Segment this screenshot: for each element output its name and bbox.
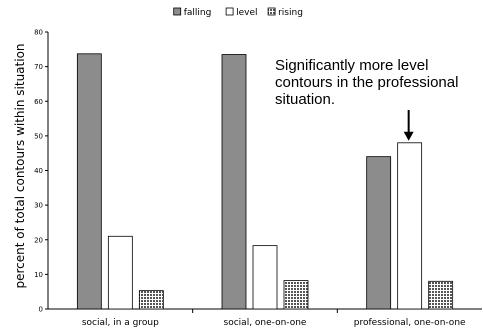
- y-tick-label: 40: [34, 167, 43, 175]
- bar-rising: [283, 280, 309, 310]
- legend-label-rising: rising: [278, 8, 303, 18]
- y-tick-label: 50: [34, 132, 43, 140]
- bar-level: [252, 245, 278, 310]
- y-tick-label: 80: [34, 29, 43, 37]
- bars: [76, 53, 454, 310]
- y-tick-label: 0: [39, 306, 43, 314]
- bar-level: [107, 235, 133, 310]
- legend-label-level: level: [236, 8, 257, 18]
- annotation-text-line: Significantly more level: [275, 57, 428, 74]
- bar-falling: [366, 156, 392, 310]
- annotation-text-line: contours in the professional: [275, 74, 458, 91]
- y-tick-label: 30: [34, 202, 43, 210]
- legend-swatch-rising: [267, 7, 276, 16]
- bar-falling: [221, 54, 247, 310]
- legend-swatch-level: [225, 7, 234, 16]
- annotation-text-line: situation.: [275, 91, 335, 108]
- bar-rising: [428, 280, 454, 310]
- y-tick-label: 20: [34, 236, 43, 244]
- x-tick-label: social, one-on-one: [224, 318, 307, 328]
- y-tick-label: 10: [34, 271, 43, 279]
- y-tick-label: 60: [34, 98, 43, 106]
- legend: falling level rising: [173, 7, 303, 18]
- legend-swatch-falling: [173, 7, 182, 16]
- y-tick-label: 70: [34, 63, 43, 71]
- x-tick-label: professional, one-on-one: [354, 318, 466, 328]
- x-tick-label: social, in a group: [82, 318, 159, 328]
- bar-falling: [76, 53, 102, 310]
- y-axis-label: percent of total contours within situati…: [13, 43, 27, 288]
- annotation-arrow-head: [403, 131, 414, 141]
- bar-rising: [138, 290, 164, 310]
- bar-level: [397, 142, 423, 310]
- legend-label-falling: falling: [184, 8, 212, 18]
